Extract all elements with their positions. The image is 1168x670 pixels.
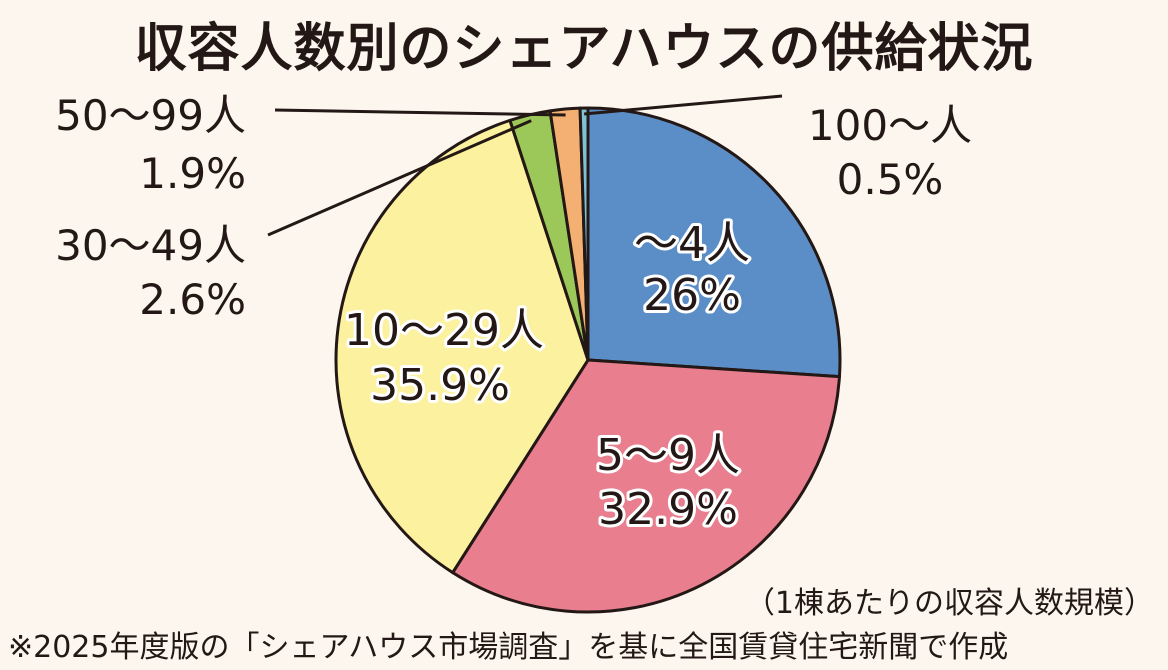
unit-note: （1棟あたりの収容人数規模） [744, 586, 1154, 621]
pie-slice-1 [586, 106, 842, 379]
slice-3-value: 35.9% [370, 360, 510, 411]
slice-4-value: 2.6% [139, 275, 246, 324]
slice-5-leader-line [274, 108, 566, 117]
slice-6-value: 0.5% [837, 155, 944, 204]
slice-6-leader-line [583, 94, 783, 116]
slice-3-label: 10～29人 [344, 305, 544, 356]
slice-5-value: 1.9% [139, 149, 246, 198]
slice-4-label: 30～49人 [55, 221, 246, 270]
slice-1-label: ～4人 [634, 218, 750, 269]
pie-slice-6 [578, 106, 590, 362]
slice-6-label: 100～人 [808, 101, 972, 150]
slice-4-leader-line [267, 119, 532, 237]
slice-1-value: 26% [643, 270, 741, 321]
slice-5-label: 50～99人 [55, 91, 246, 140]
slice-2-value: 32.9% [598, 484, 738, 535]
slice-2-label: 5～9人 [596, 430, 740, 481]
source-note: ※2025年度版の「シェアハウス市場調査」を基に全国賃貸住宅新聞で作成 [8, 630, 1009, 665]
chart-title: 収容人数別のシェアハウスの供給状況 [134, 19, 1034, 79]
pie-slice-3 [334, 118, 590, 575]
